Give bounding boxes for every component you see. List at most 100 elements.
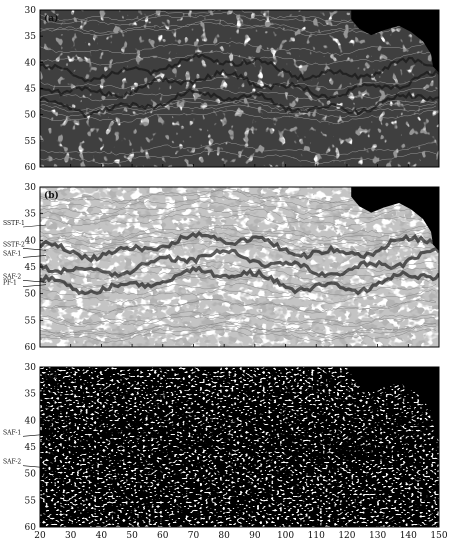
panel-1: 30 35 40 45 50 55 60 (a) [25,6,440,173]
front-segment [213,471,218,473]
y-tick-label: 40 [25,416,37,426]
front-segment [179,499,187,503]
front-band [40,68,439,101]
front-segment [172,465,178,468]
y-tick-label: 35 [25,32,37,42]
field-layer-2 [40,187,439,347]
front-segment [151,458,157,462]
front-segment [197,465,201,469]
land-mask [351,367,439,431]
front-segment [276,424,281,428]
front-segment [174,515,180,518]
x-tick-label: 20 [34,531,46,541]
contour-line [40,207,437,222]
annotation-label: SSTF [150,394,166,401]
contour-line [40,314,437,328]
y-tick-label: 30 [25,183,37,193]
front-segment [177,412,182,416]
island [433,421,439,441]
y-tick-label: 55 [25,137,37,147]
front-band [40,88,439,119]
front-segment [73,466,76,469]
x-tick-label: 150 [430,531,447,541]
front-segment [244,515,250,519]
y-tick-label: 60 [25,523,37,533]
x-tick-label: 80 [218,531,230,541]
front-segment [109,505,117,508]
front-pointer [22,255,47,258]
front-segment [100,426,104,429]
y-tick-label: 60 [25,343,37,353]
front-segment [246,494,252,498]
front-segment [424,460,431,464]
panel-field [40,10,439,167]
x-tick-label: 90 [249,531,261,541]
panel-label: (a) [44,13,58,24]
contour-line [40,87,437,102]
front-label: SAF-1 [3,429,21,436]
front-line [40,439,439,465]
x-tick-label: 30 [65,531,77,541]
front-segment [178,508,182,511]
front-band [40,230,439,264]
y-tick-label: 35 [25,210,37,220]
front-segment [363,438,366,441]
front-label: SAF-2 [3,273,21,280]
front-segment [229,470,233,474]
y-tick-label: 45 [25,85,37,95]
panel-2: 30 35 40 45 50 55 60 (b) SSTF-1 SSTF-2 SAF-1 SAF-2P… [3,183,440,353]
x-tick-label: 70 [188,531,200,541]
contour-line [40,109,437,125]
front-segment [232,410,239,414]
front-segment [302,473,307,476]
front-band [40,265,439,296]
front-label: SAF-1 [3,250,21,257]
front-pointer [22,248,47,251]
front-line [40,404,439,430]
panel-field [40,187,439,347]
contour-line [40,328,437,343]
y-tick-label: 50 [25,470,37,480]
land-mask [351,187,439,251]
contour-line [40,200,437,215]
front-segment [224,490,228,492]
x-tick-label: 120 [338,531,355,541]
contour-line [40,321,437,337]
contour-line [40,149,437,165]
panel-label: (c) [44,370,58,381]
front-segment [378,488,384,491]
x-tick-label: 110 [308,531,325,541]
x-tick-label: 60 [157,531,169,541]
front-segment [356,473,363,476]
x-tick-label: 100 [277,531,294,541]
front-segment [74,514,79,518]
front-segment [161,412,166,414]
contour-line [40,298,437,314]
contour-line [40,265,437,281]
front-label: SSTF-1 [3,220,25,227]
front-segment [288,484,295,487]
panel-label: (b) [44,190,59,201]
contour-line [40,230,437,246]
front-segment [131,425,135,428]
front-pointer [22,280,47,283]
y-tick-label: 45 [25,263,37,273]
front-segment [111,464,115,467]
contour-line [40,325,437,340]
y-tick-label: 45 [25,443,37,453]
front-pointer [22,465,47,468]
front-segment [125,411,128,413]
front-pointer [22,224,47,228]
land-mask [351,10,439,73]
y-tick-label: 55 [25,496,37,506]
y-tick-label: 55 [25,316,37,326]
front-segment [78,483,86,486]
front-pointer [22,434,47,437]
contour-line [40,224,437,239]
front-segment [60,474,63,477]
front-segment [86,452,89,455]
front-segment [172,426,176,428]
contour-line [40,273,437,287]
front-segment [233,446,236,449]
